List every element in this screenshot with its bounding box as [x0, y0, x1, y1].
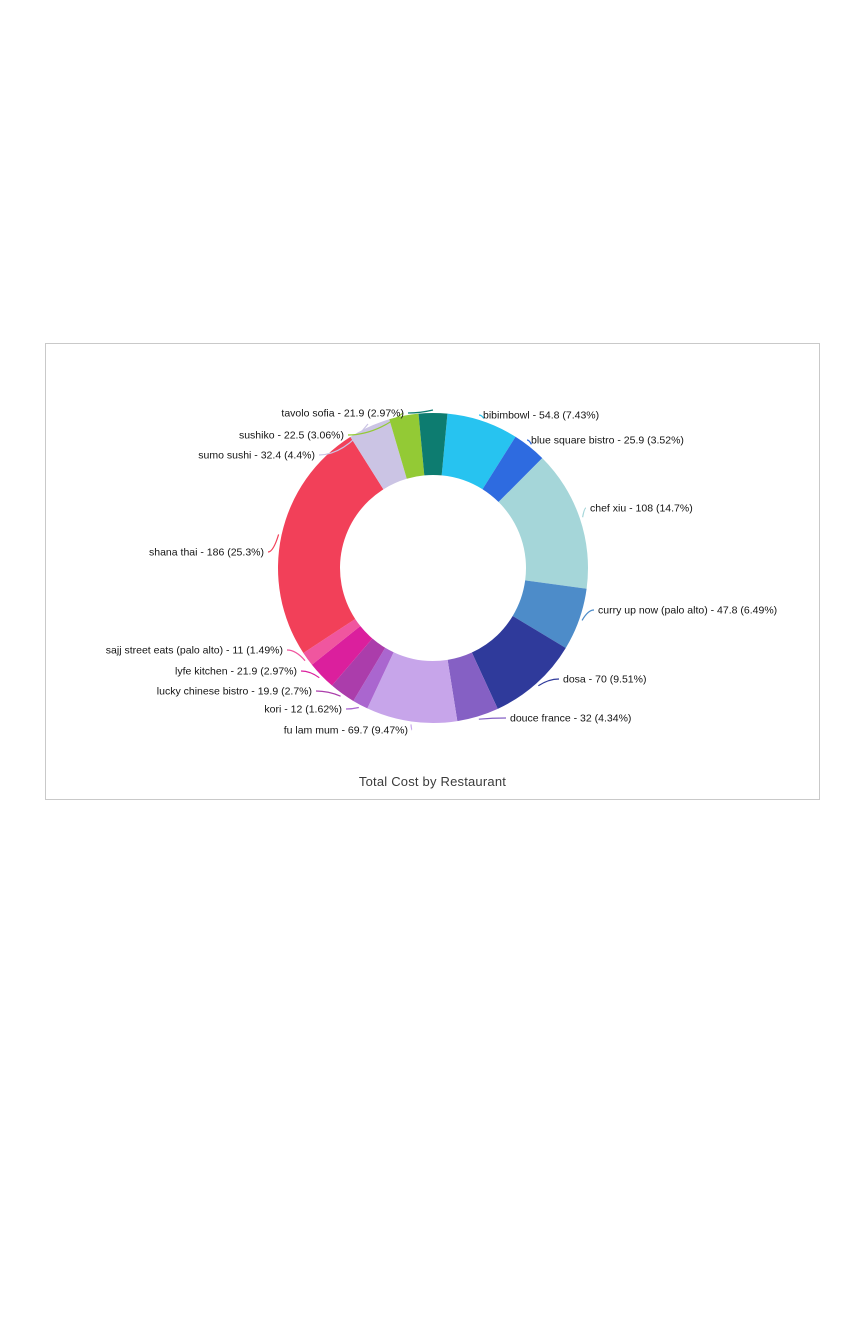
pie-slice-sumo-sushi [350, 419, 407, 490]
slice-leader-dosa [538, 678, 560, 687]
slice-label-kori: kori - 12 (1.62%) [264, 704, 342, 716]
slice-label-tavolo-sofia: tavolo sofia - 21.9 (2.97%) [281, 408, 404, 420]
pie-slice-sajj-street-eats-palo-alto [303, 618, 361, 665]
slice-label-sajj-street-eats-palo-alto: sajj street eats (palo alto) - 11 (1.49%… [106, 645, 283, 657]
pie-slice-curry-up-now-palo-alto [512, 580, 587, 648]
pie-slice-douce-france [447, 652, 498, 722]
slice-leader-bibimbowl [478, 414, 485, 419]
slice-leader-sushiko [347, 412, 404, 436]
slice-label-bibimbowl: bibimbowl - 54.8 (7.43%) [483, 410, 599, 422]
pie-slice-kori [353, 647, 394, 709]
slice-leader-sumo-sushi [318, 423, 369, 456]
pie-slice-blue-square-bistro [482, 436, 543, 503]
pie-slice-shana-thai [277, 436, 384, 653]
slice-leader-lucky-chinese-bistro [315, 690, 341, 697]
slice-label-fu-lam-mum: fu lam mum - 69.7 (9.47%) [284, 725, 408, 737]
slice-label-shana-thai: shana thai - 186 (25.3%) [149, 547, 264, 559]
slice-leader-lyfe-kitchen [300, 670, 320, 679]
slice-label-curry-up-now-palo-alto: curry up now (palo alto) - 47.8 (6.49%) [598, 605, 777, 617]
slice-label-sumo-sushi: sumo sushi - 32.4 (4.4%) [198, 450, 315, 462]
pie-slice-tavolo-sofia [418, 413, 448, 476]
pie-slice-chef-xiu [498, 458, 588, 589]
pie-slice-fu-lam-mum [367, 652, 458, 724]
slice-leader-kori [345, 706, 359, 710]
slice-label-chef-xiu: chef xiu - 108 (14.7%) [590, 503, 693, 515]
slice-label-lucky-chinese-bistro: lucky chinese bistro - 19.9 (2.7%) [157, 686, 312, 698]
chart-panel: bibimbowl - 54.8 (7.43%) blue square bist… [45, 343, 820, 800]
slice-label-sushiko: sushiko - 22.5 (3.06%) [239, 430, 344, 442]
pie-slice-lucky-chinese-bistro [331, 638, 386, 701]
slice-leader-tavolo-sofia [407, 409, 434, 414]
slice-leader-douce-france [478, 717, 507, 720]
pie-slice-lyfe-kitchen [311, 626, 373, 686]
pie-slice-bibimbowl [441, 413, 516, 490]
pie-slice-sushiko [389, 413, 425, 479]
slice-label-douce-france: douce france - 32 (4.34%) [510, 713, 631, 725]
slice-label-dosa: dosa - 70 (9.51%) [563, 674, 646, 686]
slice-leader-shana-thai [267, 534, 280, 553]
slice-label-blue-square-bistro: blue square bistro - 25.9 (3.52%) [531, 435, 684, 447]
slice-leader-fu-lam-mum [410, 724, 413, 731]
slice-label-lyfe-kitchen: lyfe kitchen - 21.9 (2.97%) [175, 666, 297, 678]
chart-title: Total Cost by Restaurant [358, 774, 507, 789]
pie-slice-dosa [471, 615, 566, 709]
slice-leader-curry-up-now-palo-alto [581, 609, 595, 621]
slice-leader-sajj-street-eats-palo-alto [286, 649, 306, 662]
slice-leader-blue-square-bistro [526, 439, 532, 445]
donut-chart: bibimbowl - 54.8 (7.43%) blue square bist… [106, 408, 777, 737]
slice-leader-chef-xiu [582, 507, 587, 518]
